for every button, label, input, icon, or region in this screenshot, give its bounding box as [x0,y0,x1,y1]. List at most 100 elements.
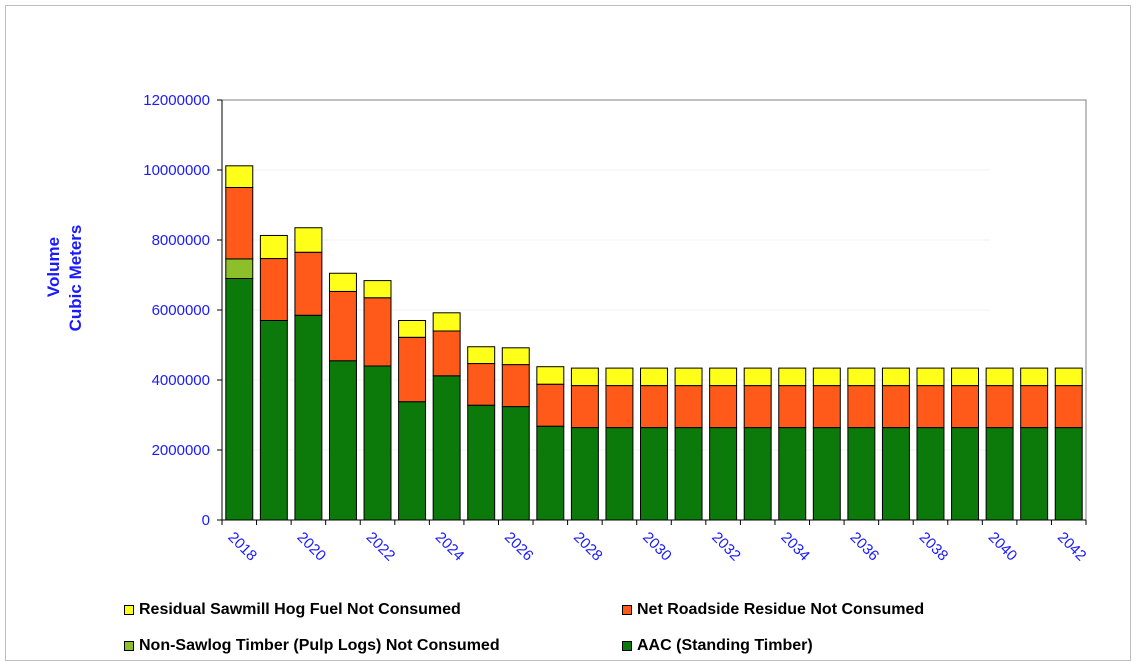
bar-2025-series-0 [467,404,496,521]
bar-2027-series-0 [536,425,565,521]
bar-2040-series-0 [985,427,1014,521]
x-tick-label-2036: 2036 [847,529,883,565]
bar-2018-series-3 [225,165,254,189]
bar-2026-series-2 [501,364,530,408]
bar-2042-series-3 [1054,367,1083,387]
bar-2041-series-0 [1020,427,1049,521]
bar-2020-series-2 [294,251,323,316]
bar-2041-series-2 [1020,385,1049,429]
bar-2038-series-2 [916,385,945,429]
bar-2039-series-2 [951,385,980,429]
bar-2026-series-0 [501,406,530,521]
axes [217,99,1087,525]
bar-2027-series-3 [536,366,565,385]
x-tick-label-2038: 2038 [916,529,952,565]
bar-2035-series-0 [812,427,841,521]
bar-2033-series-2 [743,385,772,429]
bar-2037-series-3 [881,367,910,387]
y-tick-label-2: 4000000 [152,372,210,389]
bar-2042-series-2 [1054,385,1083,429]
bar-2022-series-2 [363,297,392,367]
bar-2040-series-3 [985,367,1014,387]
y-tick-labels: 0 2000000 4000000 6000000 8000000 10000000 120… [143,92,210,529]
bar-2032-series-3 [709,367,738,387]
bar-2018-series-2 [225,187,254,260]
bar-2022-series-0 [363,365,392,521]
y-tick-label-0: 0 [202,512,210,529]
bar-2036-series-0 [847,427,876,521]
bar-2031-series-3 [674,367,703,387]
bar-2024-series-3 [432,312,461,332]
bar-2020-series-3 [294,227,323,253]
bar-2018-series-1 [225,258,254,279]
y-axis-label-line-2: Cubic Meters [66,225,85,332]
y-tick-label-1: 2000000 [152,442,210,459]
bar-2030-series-0 [640,427,668,521]
bar-2022-series-3 [363,280,392,299]
bar-2034-series-0 [778,427,807,521]
bar-2041-series-3 [1020,367,1049,387]
bar-2031-series-2 [674,385,703,429]
x-tick-label-2034: 2034 [777,529,813,565]
bar-2021-series-0 [328,360,357,521]
bar-2037-series-2 [881,385,910,429]
bar-2037-series-0 [881,427,910,521]
bar-2019-series-0 [259,320,288,521]
bar-2039-series-0 [951,427,980,521]
bar-2018-series-0 [225,278,254,521]
bar-2023-series-2 [398,336,427,403]
bar-2019-series-2 [259,258,288,321]
bars [225,165,1083,521]
bar-2042-series-0 [1054,427,1083,521]
bar-2033-series-3 [743,367,772,387]
bar-2023-series-3 [398,320,427,338]
bar-2023-series-0 [398,401,427,521]
bar-2029-series-2 [605,385,634,429]
bar-2028-series-3 [570,367,599,387]
x-tick-label-2042: 2042 [1054,529,1090,565]
bar-2030-series-3 [640,367,668,387]
x-tick-label-2040: 2040 [985,529,1021,565]
y-tick-label-4: 8000000 [152,232,210,249]
bar-2020-series-0 [294,314,323,521]
y-tick-label-3: 6000000 [152,302,210,319]
bar-2033-series-0 [743,427,772,521]
bar-2040-series-2 [985,385,1014,429]
bar-2021-series-3 [328,272,357,292]
bar-2029-series-0 [605,427,634,521]
bar-2021-series-2 [328,290,357,362]
bar-2024-series-2 [432,330,461,377]
bar-2027-series-2 [536,383,565,427]
bar-2038-series-3 [916,367,945,387]
x-tick-label-2028: 2028 [570,529,606,565]
x-tick-label-2024: 2024 [432,529,468,565]
x-tick-label-2018: 2018 [224,529,260,565]
bar-2026-series-3 [501,347,530,366]
x-tick-label-2020: 2020 [294,529,330,565]
bar-2039-series-3 [951,367,980,387]
bar-2038-series-0 [916,427,945,521]
bar-2031-series-0 [674,427,703,521]
bar-2036-series-3 [847,367,876,387]
bar-2028-series-2 [570,385,599,429]
bar-2024-series-0 [432,375,461,521]
y-tick-label-6: 12000000 [143,92,210,109]
x-tick-label-2026: 2026 [501,529,537,565]
bar-2029-series-3 [605,367,634,387]
x-tick-label-2032: 2032 [708,529,744,565]
y-axis-label-line-1: Volume [44,237,63,297]
bar-2030-series-2 [640,385,668,429]
bar-2035-series-3 [812,367,841,387]
chart-frame [5,5,1131,661]
bar-2035-series-2 [812,385,841,429]
bar-2032-series-0 [709,427,738,521]
bar-2034-series-3 [778,367,807,387]
y-tick-label-5: 10000000 [143,162,210,179]
bar-2032-series-2 [709,385,738,429]
x-tick-label-2022: 2022 [363,529,399,565]
bar-2019-series-3 [259,234,288,260]
bar-2025-series-3 [467,346,496,365]
bar-2028-series-0 [570,427,599,521]
bar-2025-series-2 [467,363,496,406]
